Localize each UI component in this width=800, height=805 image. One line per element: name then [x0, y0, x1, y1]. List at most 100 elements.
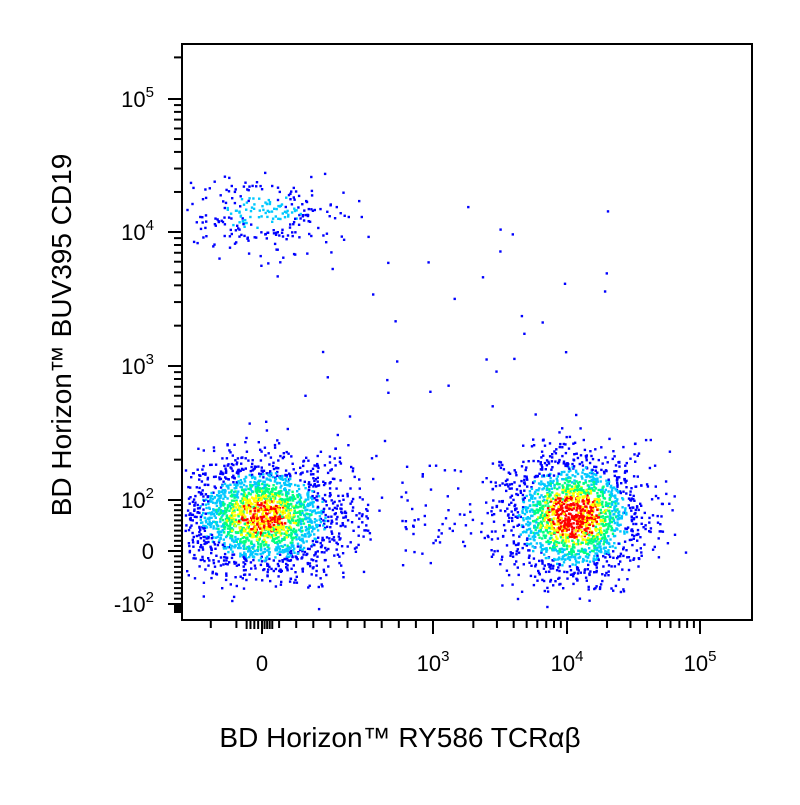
data-point: [210, 537, 214, 540]
data-point: [583, 568, 587, 571]
data-point: [606, 461, 609, 464]
data-point: [259, 546, 263, 549]
data-point: [330, 468, 333, 471]
data-point: [233, 201, 237, 205]
data-point: [294, 497, 297, 500]
data-point: [335, 518, 338, 521]
data-point: [612, 589, 615, 592]
data-point: [550, 532, 554, 535]
data-point: [248, 499, 252, 502]
data-point: [618, 476, 621, 479]
data-point: [218, 476, 221, 479]
data-point: [636, 532, 640, 536]
data-point: [246, 545, 249, 549]
data-point: [296, 490, 299, 493]
data-point: [229, 521, 232, 524]
data-point: [277, 459, 280, 462]
data-point: [278, 553, 282, 556]
data-point: [254, 497, 257, 500]
data-point: [279, 261, 282, 264]
data-point: [601, 573, 604, 576]
data-point: [592, 558, 596, 561]
data-point: [297, 511, 300, 514]
data-point: [597, 516, 601, 519]
data-point: [539, 530, 542, 533]
data-point: [202, 449, 205, 452]
data-point: [202, 511, 205, 515]
data-point: [558, 431, 561, 434]
data-points: [184, 171, 688, 611]
data-point: [554, 548, 557, 551]
data-point: [219, 494, 223, 497]
data-point: [350, 500, 354, 503]
data-point: [613, 474, 616, 478]
data-point: [551, 453, 554, 456]
data-point: [315, 559, 318, 563]
data-point: [554, 523, 557, 526]
data-point: [247, 239, 250, 242]
data-point: [269, 536, 272, 539]
data-point: [585, 530, 588, 533]
data-point: [189, 496, 192, 499]
data-point: [292, 515, 295, 518]
data-point: [471, 518, 475, 522]
data-point: [649, 530, 652, 534]
data-point: [577, 484, 581, 487]
data-point: [242, 489, 246, 493]
data-point: [239, 542, 242, 545]
data-point: [579, 427, 582, 430]
data-point: [437, 529, 441, 532]
data-point: [578, 507, 582, 510]
data-point: [307, 513, 310, 516]
data-point: [267, 530, 270, 533]
data-point: [262, 473, 265, 476]
data-point: [578, 515, 582, 518]
data-point: [534, 519, 537, 522]
data-point: [268, 551, 271, 554]
data-point: [581, 489, 584, 492]
data-point: [507, 513, 510, 516]
data-point: [242, 203, 246, 206]
data-point: [253, 510, 257, 513]
data-point: [588, 510, 591, 513]
data-point: [313, 497, 316, 500]
data-point: [263, 559, 266, 562]
data-point: [509, 496, 512, 499]
data-point: [557, 460, 561, 463]
data-point: [231, 553, 234, 556]
data-point: [587, 492, 591, 495]
data-point: [231, 520, 234, 524]
data-point: [284, 477, 287, 481]
data-point: [277, 524, 280, 527]
data-point: [558, 569, 561, 573]
data-point: [515, 492, 518, 496]
data-point: [620, 515, 624, 518]
data-point: [539, 462, 542, 466]
data-point: [601, 488, 604, 491]
data-point: [187, 497, 191, 500]
data-point: [610, 492, 613, 495]
data-point: [530, 445, 534, 448]
data-point: [589, 505, 592, 508]
data-point: [271, 217, 275, 220]
data-point: [251, 462, 254, 466]
data-point: [214, 486, 217, 490]
data-point: [651, 514, 655, 517]
data-point: [243, 517, 246, 520]
data-point: [289, 554, 292, 557]
data-point: [537, 571, 541, 574]
data-point: [322, 568, 325, 571]
data-point: [223, 482, 227, 486]
data-point: [604, 456, 607, 459]
data-point: [202, 581, 206, 584]
data-point: [411, 507, 414, 511]
data-point: [288, 548, 291, 551]
data-point: [572, 534, 575, 537]
data-point: [270, 536, 274, 539]
data-point: [358, 496, 362, 499]
data-point: [226, 533, 230, 536]
data-point: [204, 512, 207, 515]
data-point: [563, 570, 566, 574]
data-point: [604, 509, 608, 512]
data-point: [551, 527, 554, 531]
